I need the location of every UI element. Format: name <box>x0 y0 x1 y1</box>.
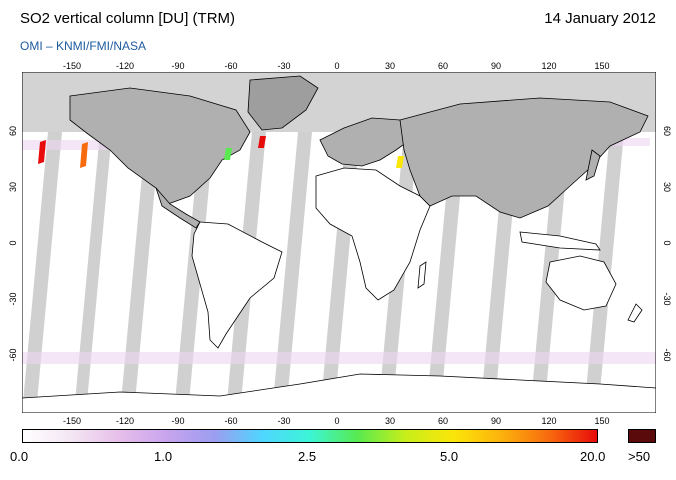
lon-tick-top: 150 <box>594 61 609 71</box>
lon-tick-top: -120 <box>116 61 134 71</box>
new-zealand <box>627 303 643 323</box>
lon-tick-bottom: -60 <box>224 416 237 425</box>
lat-tick-left: 30 <box>8 182 18 192</box>
australia <box>545 255 617 311</box>
color-scale-bar <box>22 429 598 443</box>
greenland <box>247 75 319 131</box>
left-lat-ticks: 60 30 0 -30 -60 <box>8 126 18 362</box>
lat-tick-left: 0 <box>8 240 18 245</box>
scale-label-3: 5.0 <box>440 449 459 464</box>
hotspot-east-us <box>224 148 232 160</box>
north-america <box>69 87 251 205</box>
lat-tick-right: 30 <box>662 182 672 192</box>
lat-tick-left: -60 <box>8 348 18 361</box>
lon-tick-top: -60 <box>224 61 237 71</box>
map-title: SO2 vertical column [DU] (TRM) <box>20 10 236 27</box>
lon-tick-bottom: -120 <box>116 416 134 425</box>
hotspot-kamchatka <box>80 142 88 168</box>
lon-tick-bottom: 0 <box>334 416 339 425</box>
scale-label-4: 20.0 <box>580 449 606 464</box>
indonesia <box>519 231 601 251</box>
asia <box>399 97 649 219</box>
world-map: -150 -120 -90 -60 -30 0 30 60 90 120 150… <box>8 61 672 425</box>
scale-label-2: 2.5 <box>298 449 317 464</box>
bottom-lon-ticks: -150 -120 -90 -60 -30 0 30 60 90 120 150 <box>63 416 610 425</box>
lon-tick-bottom: -90 <box>171 416 184 425</box>
central-america <box>155 187 201 229</box>
lon-tick-bottom: 90 <box>491 416 501 425</box>
lon-tick-top: 60 <box>438 61 448 71</box>
lat-tick-right: 0 <box>662 240 672 245</box>
lon-tick-bottom: 150 <box>594 416 609 425</box>
lat-tick-right: -60 <box>662 348 672 361</box>
madagascar <box>417 261 427 289</box>
south-america <box>191 221 283 349</box>
top-lon-ticks: -150 -120 -90 -60 -30 0 30 60 90 120 150 <box>63 61 610 71</box>
lat-tick-left: 60 <box>8 126 18 136</box>
lon-tick-bottom: -30 <box>277 416 290 425</box>
data-credit: OMI – KNMI/FMI/NASA <box>20 39 147 53</box>
lat-tick-left: -30 <box>8 292 18 305</box>
hotspot-iceland <box>258 136 266 148</box>
lon-tick-top: 120 <box>541 61 556 71</box>
antarctica <box>22 373 656 413</box>
lon-tick-top: -90 <box>171 61 184 71</box>
scale-label-0: 0.0 <box>10 449 29 464</box>
hotspot-alaska <box>38 140 46 164</box>
lon-tick-top: 30 <box>385 61 395 71</box>
africa <box>315 167 431 301</box>
lon-tick-top: 90 <box>491 61 501 71</box>
japan <box>585 149 601 181</box>
lat-tick-right: 60 <box>662 126 672 136</box>
map-date: 14 January 2012 <box>544 10 656 27</box>
lon-tick-bottom: 30 <box>385 416 395 425</box>
lon-tick-bottom: -150 <box>63 416 81 425</box>
color-scale-overflow <box>628 429 656 443</box>
europe <box>319 117 411 167</box>
scale-label-1: 1.0 <box>154 449 173 464</box>
lon-tick-bottom: 120 <box>541 416 556 425</box>
land-masses <box>22 75 656 413</box>
lon-tick-top: -30 <box>277 61 290 71</box>
hotspot-europe <box>396 156 404 168</box>
lon-tick-top: -150 <box>63 61 81 71</box>
scale-label-overflow: >50 <box>628 449 651 464</box>
lon-tick-bottom: 60 <box>438 416 448 425</box>
so2-hotspots <box>38 136 404 168</box>
lon-tick-top: 0 <box>334 61 339 71</box>
right-lat-ticks: 60 30 0 -30 -60 <box>662 126 672 362</box>
lat-tick-right: -30 <box>662 292 672 305</box>
